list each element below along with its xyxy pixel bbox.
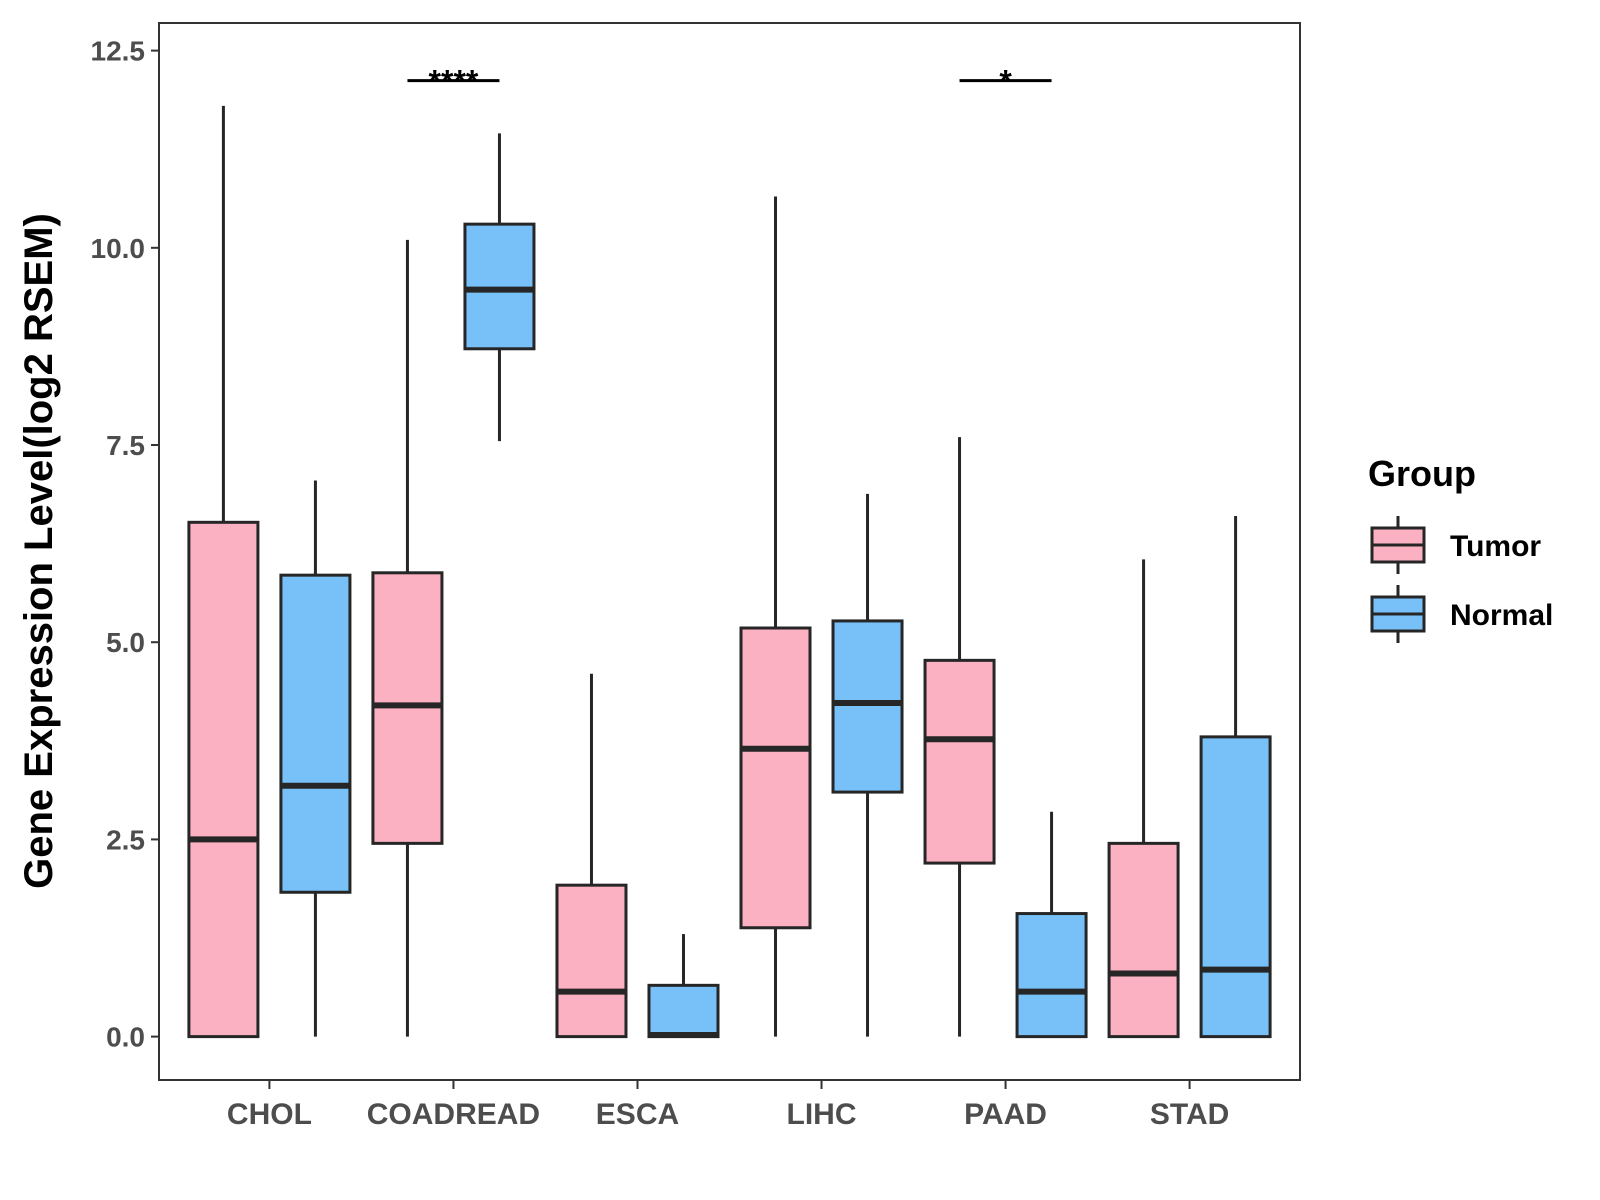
legend-entry-normal: Normal <box>1370 585 1553 643</box>
legend-label-normal: Normal <box>1450 599 1553 632</box>
y-tick-label-4: 10.0 <box>91 233 146 264</box>
y-tick-label-0: 0.0 <box>106 1022 145 1053</box>
panel-border <box>158 22 1301 1081</box>
legend-title: Group <box>1368 453 1476 494</box>
x-tick-label-chol: CHOL <box>227 1098 312 1131</box>
box-normal-paad <box>1015 912 1088 1039</box>
box-normal-lihc <box>831 619 904 794</box>
x-tick-label-esca: ESCA <box>596 1098 679 1131</box>
legend-entry-tumor: Tumor <box>1370 516 1541 574</box>
box-tumor-esca <box>555 883 628 1039</box>
y-tick-label-2: 5.0 <box>106 627 145 658</box>
significance-label-coadread: **** <box>429 64 479 100</box>
box-tumor-paad <box>923 658 996 865</box>
box-tumor-stad <box>1107 841 1180 1039</box>
box-normal-stad <box>1199 735 1272 1039</box>
box-normal-coadread <box>463 222 536 351</box>
y-tick-label-1: 2.5 <box>106 824 145 855</box>
x-tick-label-stad: STAD <box>1150 1098 1229 1131</box>
legend-label-tumor: Tumor <box>1450 530 1541 563</box>
y-tick-label-3: 7.5 <box>106 430 145 461</box>
x-tick-label-coadread: COADREAD <box>367 1098 540 1131</box>
box-normal-chol <box>279 573 352 894</box>
box-tumor-lihc <box>739 626 812 930</box>
y-axis-title: Gene Expression Level(log2 RSEM) <box>17 213 61 889</box>
x-tick-label-paad: PAAD <box>964 1098 1047 1131</box>
x-tick-label-lihc: LIHC <box>787 1098 857 1131</box>
box-normal-esca <box>647 983 720 1039</box>
y-tick-label-5: 12.5 <box>91 36 146 67</box>
significance-label-paad: * <box>999 64 1012 100</box>
box-tumor-chol <box>187 520 260 1039</box>
